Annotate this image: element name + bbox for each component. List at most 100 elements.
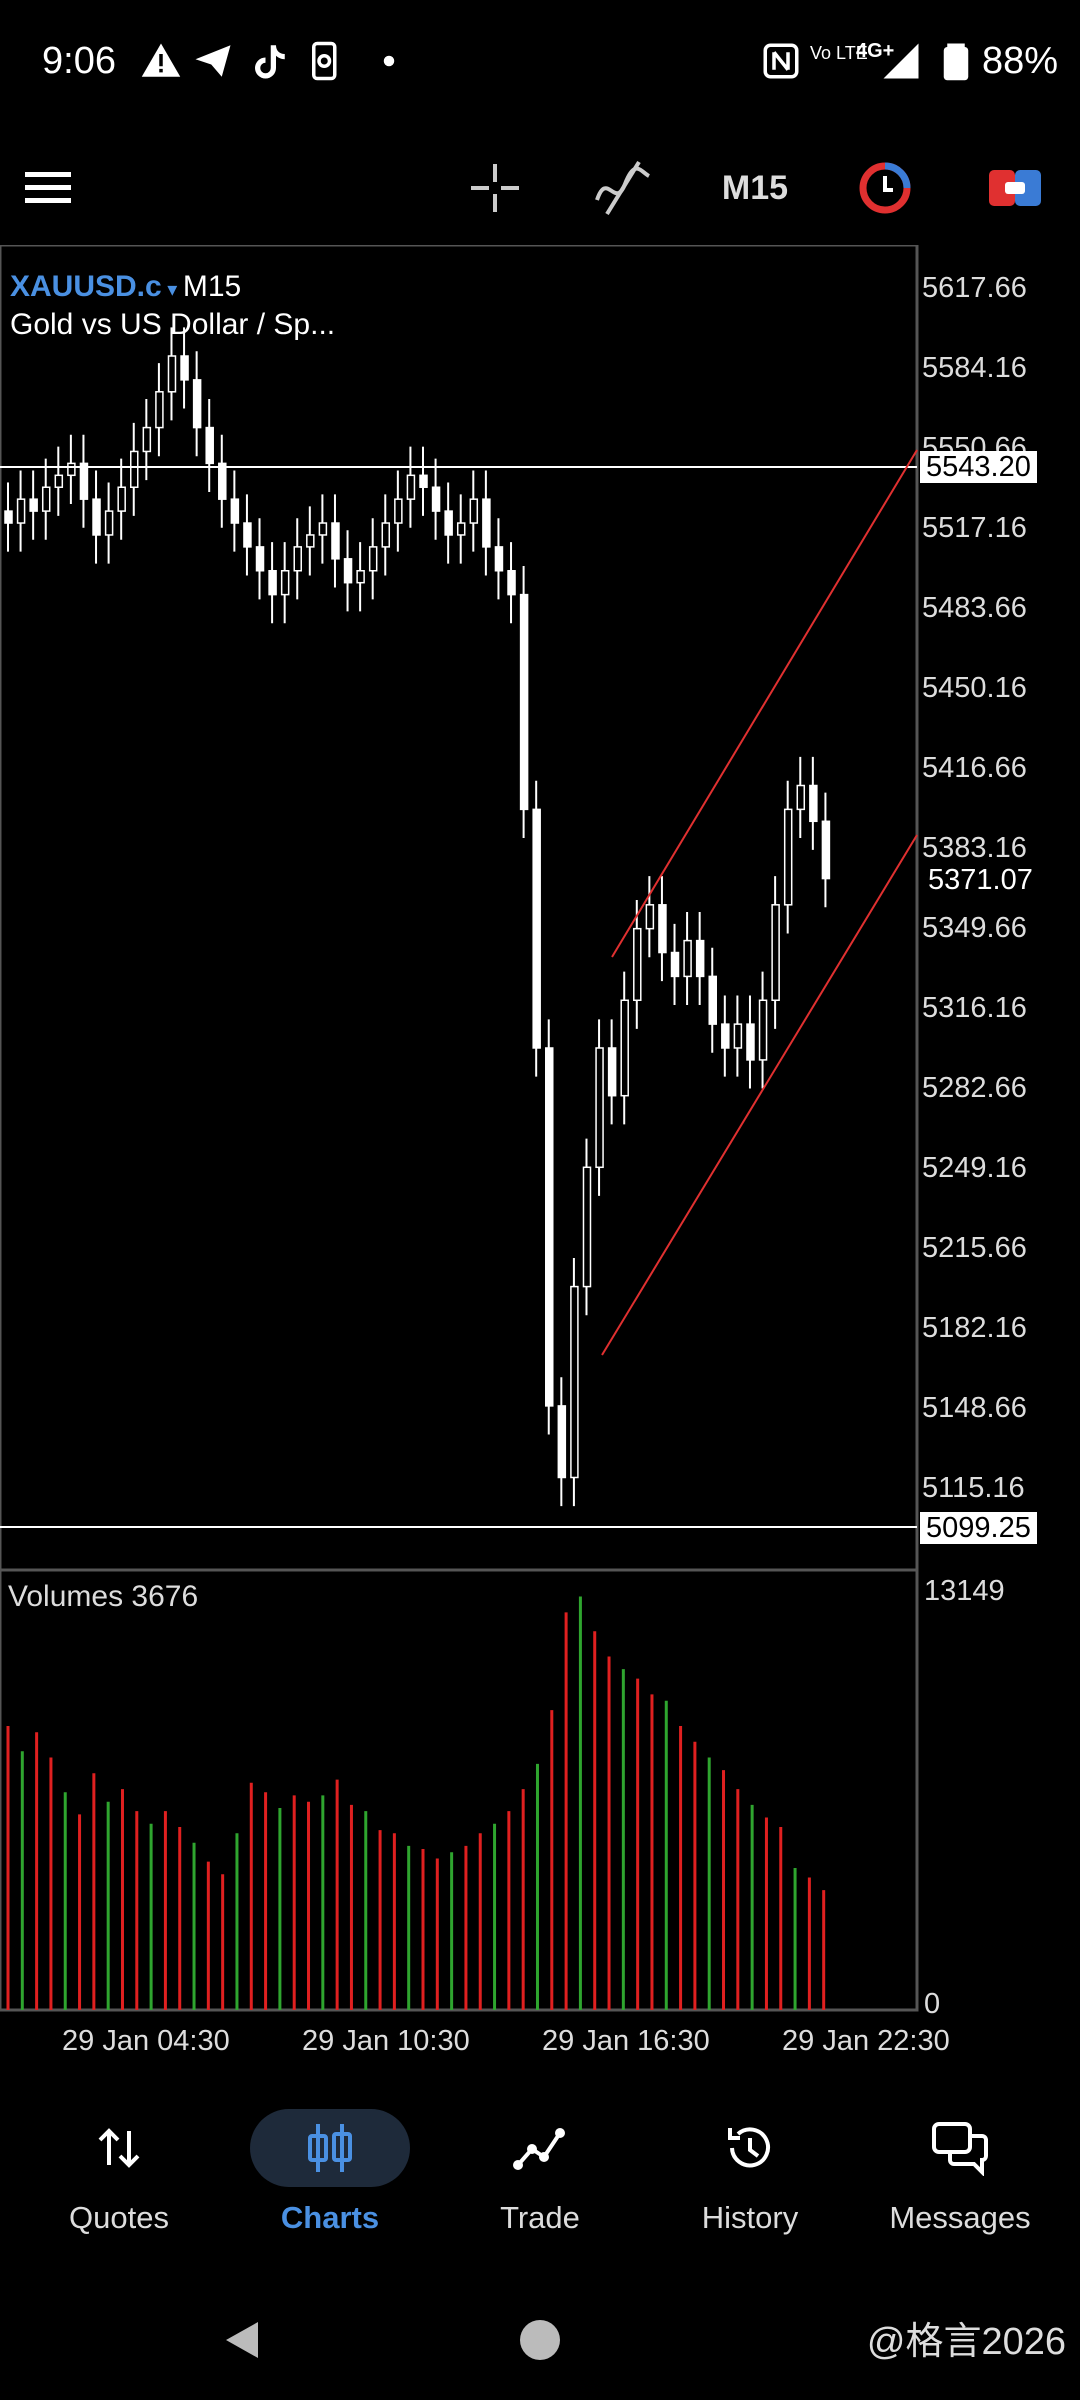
candle (280, 570, 290, 596)
trade-icon (989, 170, 1041, 206)
crosshair-icon (471, 164, 519, 212)
candle (318, 522, 328, 536)
price-level-label: 5416.66 (922, 752, 1027, 784)
signal-icon (883, 43, 919, 79)
time-label-4: 29 Jan 22:30 (782, 2025, 950, 2057)
candle (809, 784, 818, 823)
price-level-label: 5249.16 (922, 1152, 1027, 1184)
time-label-1: 29 Jan 04:30 (62, 2025, 230, 2057)
menu-button[interactable] (10, 148, 90, 228)
candle (783, 808, 793, 906)
nav-history-label: History (701, 2200, 799, 2235)
home-icon[interactable] (518, 2318, 562, 2362)
candle (54, 474, 64, 488)
candle (595, 1047, 604, 1169)
candle (4, 510, 13, 524)
candle (142, 426, 152, 453)
price-level-label: 5517.16 (922, 512, 1027, 544)
nav-quotes[interactable]: Quotes (11, 2108, 227, 2236)
candle (130, 450, 139, 488)
price-chart[interactable] (0, 245, 1080, 2045)
candle (771, 904, 780, 1002)
candle (519, 593, 529, 811)
nav-messages[interactable]: Messages (852, 2108, 1068, 2236)
price-level-label: 5115.16 (922, 1472, 1025, 1504)
nfc-icon (763, 43, 799, 79)
nav-quotes-label: Quotes (69, 2200, 169, 2235)
history-icon (728, 2127, 770, 2168)
candle (796, 784, 806, 811)
channel-line-upper[interactable] (611, 449, 918, 958)
nav-trade[interactable]: Trade (432, 2108, 648, 2236)
candle (620, 999, 629, 1097)
candle (582, 1166, 592, 1288)
timeframe-button[interactable]: M15 (721, 168, 789, 207)
price-tag-high: 5543.20 (920, 451, 1037, 484)
candle (683, 939, 692, 978)
nav-charts[interactable]: Charts (222, 2108, 438, 2236)
candle (230, 498, 240, 524)
trade-chart-icon (513, 2128, 565, 2170)
nav-trade-label: Trade (500, 2200, 580, 2235)
warning-icon (141, 43, 181, 77)
battery-level: 88% (981, 40, 1058, 82)
watermark: @格言2026 (866, 2321, 1066, 2363)
dot-icon (383, 55, 395, 67)
price-tag-low: 5099.25 (920, 1512, 1037, 1545)
candle (368, 546, 378, 572)
time-label-2: 29 Jan 10:30 (302, 2025, 470, 2057)
price-level-label: 5148.66 (922, 1392, 1027, 1424)
volume-min-label: 0 (924, 1988, 941, 2020)
channel-line-lower[interactable] (601, 834, 918, 1356)
price-level-label: 5450.16 (922, 672, 1027, 704)
candle (381, 522, 391, 548)
candle (394, 498, 403, 524)
candle (29, 498, 38, 512)
back-icon[interactable] (220, 2318, 264, 2362)
candle (758, 999, 768, 1061)
price-tag-high-value: 5543.20 (920, 451, 1037, 483)
network-label: 4G+ (856, 40, 895, 62)
candle (67, 462, 76, 477)
candle (431, 486, 441, 512)
candle (494, 546, 504, 572)
symbol-name[interactable]: XAUUSD.c (10, 270, 162, 303)
candle (645, 904, 655, 930)
volume-title: Volumes 3676 (8, 1580, 199, 1613)
candle (708, 975, 717, 1025)
candle (406, 474, 416, 500)
symbol-timeframe: M15 (182, 270, 242, 303)
candle (104, 510, 114, 536)
candle (733, 1023, 743, 1049)
candle (192, 379, 202, 429)
current-price-label: 5371.07 (928, 864, 1033, 896)
indicators-button[interactable] (583, 148, 663, 228)
battery-icon (943, 43, 969, 81)
candle (532, 808, 541, 1049)
candle (41, 486, 51, 512)
nav-history[interactable]: History (642, 2108, 858, 2236)
candle (545, 1047, 554, 1407)
crosshair-button[interactable] (455, 148, 535, 228)
symbol-header[interactable]: XAUUSD.c ▾ M15 (10, 270, 242, 303)
clock-button[interactable] (845, 148, 925, 228)
candle (117, 486, 126, 512)
candle (268, 570, 277, 596)
price-level-label: 5316.16 (922, 992, 1027, 1024)
candle (507, 570, 516, 596)
candle (444, 510, 453, 536)
symbol-description: Gold vs US Dollar / Sp... (10, 308, 336, 341)
price-level-label: 5349.66 (922, 912, 1027, 944)
candle (456, 522, 466, 536)
candle (180, 355, 189, 381)
candle (746, 1023, 755, 1061)
candle (658, 904, 667, 954)
volte-label: Vo LTE (810, 43, 868, 63)
volume-frame (0, 1568, 919, 2012)
indicators-icon (595, 160, 651, 216)
time-label-3: 29 Jan 16:30 (542, 2025, 710, 2057)
candle (92, 498, 101, 536)
charts-icon (308, 2124, 352, 2172)
trade-button[interactable] (975, 148, 1055, 228)
candle (607, 1047, 617, 1097)
